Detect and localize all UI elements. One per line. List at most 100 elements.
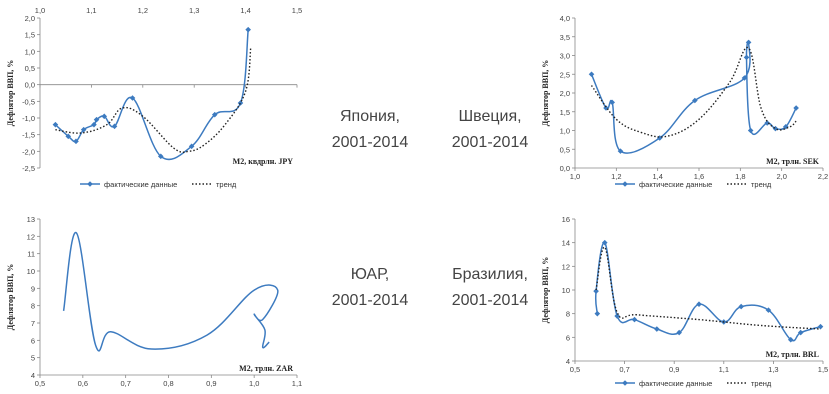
y-tick-label: 4,0 [560,14,570,23]
y-tick-label: 2,5 [560,70,570,79]
y-tick-label: 16 [562,215,570,224]
y-tick-label: 9 [31,284,35,293]
data-point-marker [111,123,118,130]
y-tick-label: 0,5 [560,145,570,154]
data-point-marker [654,326,660,332]
data-point-marker [594,310,601,317]
y-tick-label: 5 [31,354,35,363]
y-tick-label: 1,0 [560,127,570,136]
legend-label-actual: фактические данные [104,180,177,189]
legend-marker-actual [622,181,628,187]
label-sweden-years: 2001-2014 [451,134,529,151]
y-tick-label: 2,0 [560,89,570,98]
x-axis-label: M2, трлн. BRL [766,350,819,359]
data-point-marker [65,133,72,140]
data-point-marker [101,113,108,120]
data-point-marker [93,116,100,123]
label-sweden-country: Швеция, [458,108,522,125]
label-sweden: Швеция, 2001-2014 [430,104,550,156]
y-axis-label: Дефлятор ВВП, % [541,60,550,127]
data-point-marker [676,329,682,336]
y-tick-label: 0,5 [25,64,35,73]
legend-marker-actual [622,380,628,386]
legend-label-trend: тренд [216,180,237,189]
data-point-marker [129,95,136,101]
data-point-marker [245,26,251,33]
trend-line [55,47,252,153]
x-tick-label: 0,9 [669,365,679,374]
data-point-marker [765,307,772,313]
data-point-marker [593,288,599,294]
data-point-marker [793,105,799,111]
legend-label-actual: фактические данные [639,379,712,388]
x-tick-label: 0,7 [619,365,629,374]
x-tick-label: 1,4 [652,172,662,181]
x-tick-label: 1,5 [292,6,302,15]
chart-japan: 2,0 1,5 1,0 0,5 0,0 -0,5 -1,0 -1,5 -2,0 -2,5 1,0 1,… [6,6,302,189]
legend-marker-actual [87,181,93,187]
data-point-marker [797,329,804,336]
y-tick-label: 14 [562,239,570,248]
legend-label-trend: тренд [751,180,772,189]
data-point-marker [692,97,698,104]
data-point-marker [745,39,752,46]
label-sa-country: ЮАР, [350,266,390,283]
y-tick-label: -0,5 [22,97,35,106]
x-tick-label: 1,6 [694,172,704,181]
y-tick-label: 11 [27,250,35,259]
x-tick-label: 1,3 [189,6,199,15]
y-tick-label: 4 [566,357,570,366]
data-point-marker [91,121,97,128]
y-tick-label: 12 [562,262,570,271]
chart-sweden: 4,03,53,02,52,01,51,00,50,01,0 1,2 1,4 1,6 1… [541,14,828,189]
y-tick-label: -1,0 [22,114,35,123]
x-axis-label: M2, трлн. SEK [766,157,820,166]
chart-south-africa: 13 12 11 10 9 8 7 6 5 40,5 0,6 0,7 0,8 0,9 1,0 1,1 Дефля… [6,215,302,388]
data-point-marker [52,121,59,128]
x-tick-label: 1,8 [735,172,745,181]
y-tick-label: 6 [31,336,35,345]
y-tick-label: 2,0 [25,14,35,23]
data-point-marker [188,143,195,150]
x-tick-label: 1,5 [818,365,828,374]
y-tick-label: 0,0 [25,81,35,90]
y-axis-label: Дефлятор ВВП, % [6,264,15,331]
y-tick-label: 1,0 [25,47,35,56]
y-tick-label: 4 [31,371,35,380]
y-tick-label: 6 [566,333,570,342]
trend-line [590,46,797,138]
label-brazil-country: Бразилия, [452,266,528,283]
label-sa-years: 2001-2014 [331,292,409,309]
x-tick-label: 1,0 [35,6,45,15]
y-tick-label: 1,5 [25,31,35,40]
data-point-marker [743,54,750,61]
data-point-marker [783,123,789,130]
y-tick-label: 8 [31,302,35,311]
y-tick-label: 10 [27,267,35,276]
y-tick-label: 8 [566,310,570,319]
data-point-marker [738,303,744,310]
x-tick-label: 1,0 [249,379,259,388]
data-point-marker [588,71,595,78]
x-tick-label: 1,1 [719,365,729,374]
y-tick-label: 1,5 [560,108,570,117]
x-tick-label: 1,1 [292,379,302,388]
x-tick-label: 0,6 [78,379,88,388]
x-axis-label: M2, трлн. ZAR [239,364,293,373]
y-tick-label: -2,5 [22,164,35,173]
x-tick-label: 1,4 [240,6,250,15]
y-tick-label: 3,5 [560,33,570,42]
data-point-marker [80,126,87,133]
trend-line [595,246,821,330]
label-south-africa: ЮАР, 2001-2014 [310,262,430,314]
y-tick-label: 12 [27,232,35,241]
label-japan-years: 2001-2014 [331,134,409,151]
x-axis-label: M2, квдрлн. JPY [233,157,294,166]
x-tick-label: 1,0 [570,172,580,181]
x-tick-label: 2,2 [818,172,828,181]
y-tick-label: 3,0 [560,52,570,61]
data-point-marker [211,111,218,118]
y-axis-label: Дефлятор ВВП, % [6,60,15,127]
legend-label-trend: тренд [751,379,772,388]
data-point-marker [631,316,638,323]
